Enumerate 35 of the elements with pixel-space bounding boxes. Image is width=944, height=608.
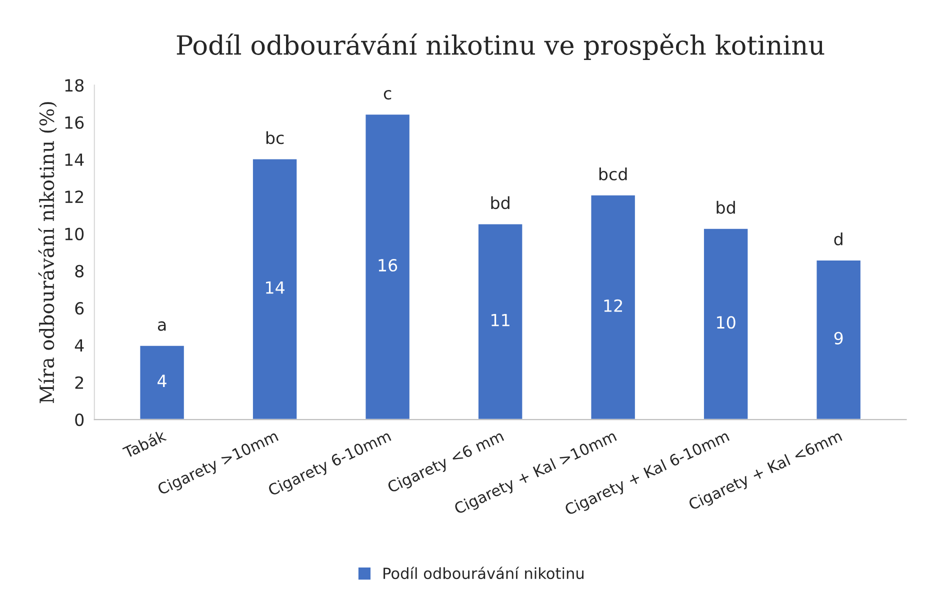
bar [815,259,862,420]
annotation: bd [716,200,735,214]
data-label: 14 [266,281,284,294]
y-tick-label: 4 [74,339,84,352]
annotation: bd [491,196,510,210]
data-label: 11 [492,314,510,326]
data-label: 16 [378,258,398,272]
annotation: c [384,90,392,100]
bar [252,158,298,420]
x-tick-label: Tabák [122,428,168,459]
bar [477,222,524,420]
y-axis-title: Míra odbourávání nikotinu (%) [38,102,57,404]
y-tick-label: 8 [75,264,84,278]
data-label: 12 [604,299,622,312]
y-tick-label: 2 [75,376,84,389]
data-label: 4 [158,374,166,387]
annotation: a [158,321,166,331]
y-tick-label: 16 [65,116,84,129]
y-tick-label: 0 [75,413,84,426]
y-tick-label: 14 [65,154,84,166]
bar [138,344,186,420]
y-tick-label: 12 [65,190,84,203]
annotation: d [834,232,842,246]
data-label: 10 [717,316,736,329]
y-tick-label: 18 [65,79,84,92]
y-tick-label: 6 [75,302,84,315]
chart-title: Podíl odbourávání nikotinu ve prospěch kotininu [176,33,824,60]
y-tick-label: 10 [65,228,84,240]
legend-label: Podíl odbourávání nikotinu [384,566,584,580]
annotation: bc [266,131,284,144]
data-label: 9 [834,332,843,344]
bar [590,194,636,420]
bar [364,113,411,420]
annotation: bcd [599,167,627,180]
bar [702,227,750,420]
